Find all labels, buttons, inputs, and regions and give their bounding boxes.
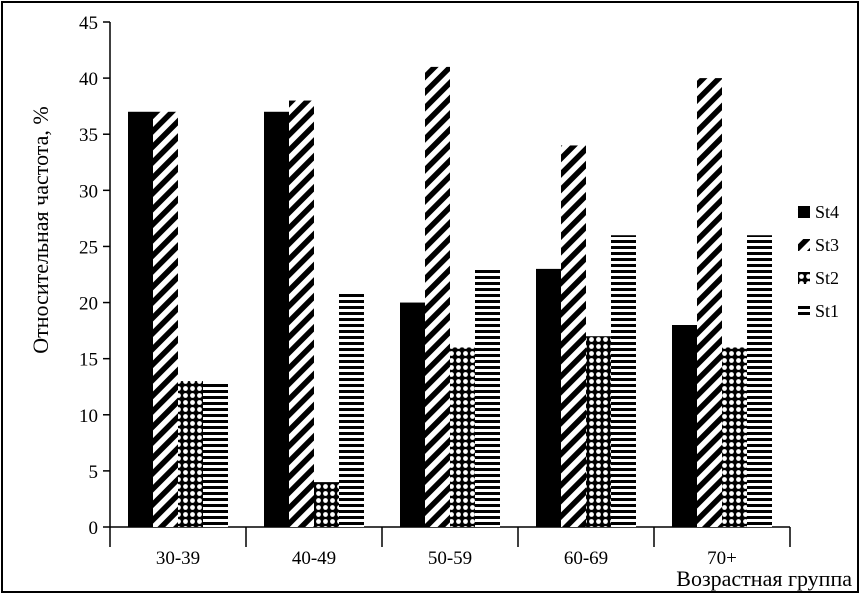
y-tick-label: 0 <box>89 518 99 539</box>
bar-st3-60-69 <box>561 145 586 527</box>
bar-st3-70+ <box>697 78 722 527</box>
bar-st1-40-49 <box>339 291 364 527</box>
legend-label-st2: St2 <box>815 268 839 288</box>
x-tick-label: 60-69 <box>564 548 608 569</box>
legend: St4 St3 St2 St1 <box>798 202 839 321</box>
legend-label-st3: St3 <box>815 235 839 255</box>
x-axis-label: Возрастная группа <box>676 566 852 591</box>
y-tick-label: 20 <box>79 294 98 315</box>
bar-st2-30-39 <box>178 381 203 527</box>
legend-swatch-st2 <box>798 272 810 284</box>
legend-swatch-st1 <box>798 305 810 317</box>
bar-st3-30-39 <box>153 111 178 528</box>
y-tick-label: 40 <box>79 69 98 90</box>
x-axis: 30-39 40-49 50-59 60-69 70+ <box>109 526 791 569</box>
y-tick-label: 10 <box>79 406 98 427</box>
bar-st2-60-69 <box>586 336 611 527</box>
y-tick-label: 15 <box>79 350 98 371</box>
bar-st2-50-59 <box>450 347 475 527</box>
bar-st4-70+ <box>672 325 697 527</box>
bar-st3-40-49 <box>289 100 314 528</box>
bar-st4-30-39 <box>128 111 153 528</box>
bar-st1-50-59 <box>475 268 500 527</box>
y-axis-label: Относительная частота, % <box>28 106 53 354</box>
bar-st2-40-49 <box>314 482 339 527</box>
y-tick-label: 30 <box>79 181 98 202</box>
bar-st1-30-39 <box>203 381 228 527</box>
legend-swatch-st3 <box>798 239 810 251</box>
y-axis: 0 5 10 15 20 25 30 35 40 45 <box>79 13 111 539</box>
y-tick-label: 5 <box>89 462 99 483</box>
legend-label-st1: St1 <box>815 301 839 321</box>
bar-st3-50-59 <box>425 66 450 527</box>
bar-st2-70+ <box>722 347 747 527</box>
legend-label-st4: St4 <box>815 202 839 222</box>
x-tick-label: 30-39 <box>156 548 200 569</box>
x-tick-label: 50-59 <box>428 548 472 569</box>
bars <box>128 66 772 528</box>
bar-st4-50-59 <box>400 302 425 527</box>
x-tick-label: 40-49 <box>292 548 336 569</box>
bar-st1-60-69 <box>611 235 636 527</box>
x-tick-label: 70+ <box>707 548 737 569</box>
bar-st4-40-49 <box>264 111 289 528</box>
bar-st1-70+ <box>747 235 772 527</box>
legend-swatch-st4 <box>798 206 810 218</box>
y-tick-label: 45 <box>79 13 98 34</box>
y-tick-label: 25 <box>79 237 98 258</box>
bar-st4-60-69 <box>536 268 561 527</box>
y-tick-label: 35 <box>79 125 98 146</box>
